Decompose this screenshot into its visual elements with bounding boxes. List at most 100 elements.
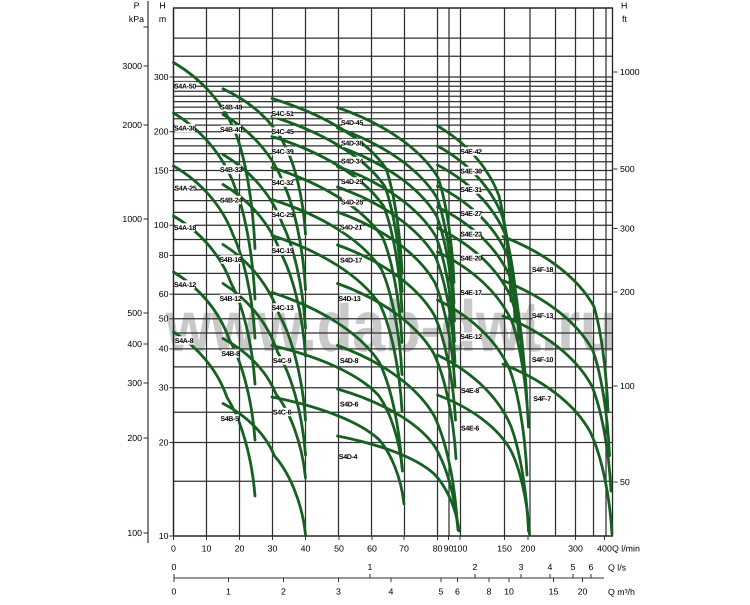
svg-text:400: 400 [597,544,612,554]
svg-text:30: 30 [268,544,278,554]
svg-text:150: 150 [154,165,169,175]
svg-text:15: 15 [549,587,559,597]
svg-text:S4E-17: S4E-17 [460,290,482,297]
svg-text:kPa: kPa [129,14,144,24]
svg-text:S4A-50: S4A-50 [174,84,196,91]
svg-text:10: 10 [159,531,169,541]
svg-text:2: 2 [473,562,478,572]
svg-text:1: 1 [368,562,373,572]
svg-text:m: m [159,14,166,24]
svg-text:20: 20 [578,587,588,597]
svg-text:S4B-48: S4B-48 [220,105,242,112]
svg-text:S4E-31: S4E-31 [460,187,482,194]
svg-text:S4F-13: S4F-13 [532,313,554,320]
svg-text:S4C-32: S4C-32 [272,180,294,187]
svg-text:S4B-5: S4B-5 [220,416,239,423]
svg-text:90: 90 [444,544,454,554]
svg-text:3: 3 [336,587,341,597]
svg-text:S4F-18: S4F-18 [532,267,554,274]
svg-text:70: 70 [399,544,409,554]
svg-text:S4C-45: S4C-45 [272,129,294,136]
svg-text:30: 30 [159,383,169,393]
svg-text:60: 60 [367,544,377,554]
svg-text:1000: 1000 [620,67,640,77]
svg-text:S4D-38: S4D-38 [341,141,363,148]
svg-text:S4B-8: S4B-8 [221,351,240,358]
svg-text:S4B-12: S4B-12 [220,296,242,303]
svg-text:H: H [621,1,627,11]
svg-text:5: 5 [439,587,444,597]
svg-text:Q m³/h: Q m³/h [608,587,635,597]
svg-text:S4F-10: S4F-10 [532,357,554,364]
svg-text:S4E-8: S4E-8 [461,388,479,395]
svg-text:S4D-34: S4D-34 [341,159,363,166]
svg-text:40: 40 [301,544,311,554]
svg-text:300: 300 [154,72,169,82]
svg-text:1: 1 [226,587,231,597]
svg-text:40: 40 [159,344,169,354]
svg-text:400: 400 [127,339,142,349]
svg-text:300: 300 [620,223,635,233]
svg-text:S4A-25: S4A-25 [175,186,197,193]
svg-text:S4D-25: S4D-25 [341,200,363,207]
svg-text:500: 500 [620,164,635,174]
svg-text:20: 20 [235,544,245,554]
svg-text:S4B-24: S4B-24 [220,198,242,205]
svg-text:H: H [159,1,165,11]
svg-text:S4D-29: S4D-29 [341,179,363,186]
svg-text:2: 2 [281,587,286,597]
svg-text:S4C-51: S4C-51 [272,111,294,118]
svg-text:S4E-42: S4E-42 [460,149,482,156]
svg-text:S4C-6: S4C-6 [273,410,292,417]
svg-text:S4D-8: S4D-8 [340,358,359,365]
svg-text:P: P [134,1,140,11]
svg-text:S4C-19: S4C-19 [272,248,294,255]
svg-text:300: 300 [568,544,583,554]
svg-text:60: 60 [159,289,169,299]
svg-text:S4A-36: S4A-36 [174,126,196,133]
svg-text:3: 3 [519,562,524,572]
svg-text:S4A-12: S4A-12 [174,282,196,289]
svg-text:200: 200 [521,544,536,554]
svg-text:S4C-39: S4C-39 [272,149,294,156]
svg-text:200: 200 [620,287,635,297]
svg-text:200: 200 [127,433,142,443]
svg-text:300: 300 [127,378,142,388]
svg-text:10: 10 [504,587,514,597]
svg-text:50: 50 [159,314,169,324]
svg-text:4: 4 [548,562,553,572]
svg-text:80: 80 [433,544,443,554]
svg-text:100: 100 [453,544,468,554]
svg-text:0: 0 [172,587,177,597]
svg-text:ft: ft [622,14,627,24]
svg-text:S4D-13: S4D-13 [339,296,361,303]
svg-text:S4F-7: S4F-7 [533,396,551,403]
svg-text:80: 80 [159,250,169,260]
svg-text:S4D-21: S4D-21 [340,225,362,232]
svg-text:S4B-40: S4B-40 [220,127,242,134]
svg-text:S4E-6: S4E-6 [461,426,479,433]
svg-text:8: 8 [487,587,492,597]
svg-text:S4D-45: S4D-45 [341,120,363,127]
svg-text:0: 0 [172,562,177,572]
svg-text:S4E-20: S4E-20 [460,256,482,263]
svg-text:Q l/min: Q l/min [612,544,640,554]
svg-text:100: 100 [620,381,635,391]
svg-text:S4D-6: S4D-6 [340,402,359,409]
svg-text:6: 6 [589,562,594,572]
svg-text:500: 500 [127,308,142,318]
svg-text:100: 100 [154,220,169,230]
svg-text:20: 20 [159,437,169,447]
svg-text:S4C-25: S4C-25 [272,212,294,219]
svg-text:50: 50 [620,477,630,487]
svg-text:Q l/s: Q l/s [608,563,627,573]
svg-text:S4C-13: S4C-13 [272,305,294,312]
svg-text:S4D-17: S4D-17 [340,258,362,265]
svg-text:S4A-8: S4A-8 [175,338,194,345]
svg-text:10: 10 [202,544,212,554]
svg-text:S4B-16: S4B-16 [220,257,242,264]
svg-text:2000: 2000 [122,120,142,130]
svg-text:100: 100 [127,528,142,538]
svg-text:200: 200 [154,127,169,137]
svg-text:S4E-12: S4E-12 [460,334,482,341]
